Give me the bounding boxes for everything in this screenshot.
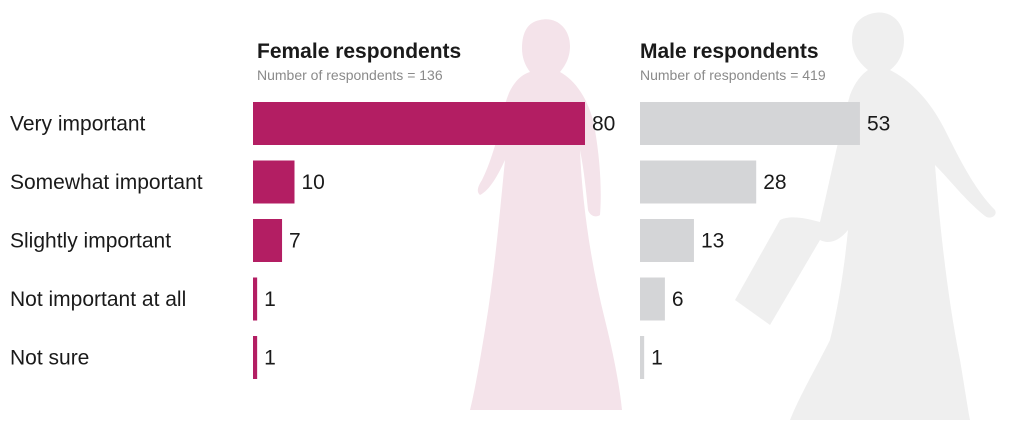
male-bar-somewhat-important — [640, 160, 757, 204]
category-label-very-important: Very important — [10, 113, 146, 136]
category-label-somewhat-important: Somewhat important — [10, 171, 203, 194]
male-panel-subtitle: Number of respondents = 419 — [640, 67, 826, 83]
male-value-label-not-important-at-all: 6 — [672, 288, 684, 311]
male-bar-slightly-important — [640, 219, 694, 262]
category-label-not-sure: Not sure — [10, 347, 89, 370]
male-panel-title: Male respondents — [640, 40, 819, 63]
male-bar-very-important — [640, 102, 860, 145]
male-value-label-very-important: 53 — [867, 113, 890, 136]
female-bar-not-important-at-all — [253, 277, 258, 321]
female-value-label-slightly-important: 7 — [289, 230, 301, 253]
female-bar-very-important — [253, 102, 585, 145]
female-panel-subtitle: Number of respondents = 136 — [257, 67, 443, 83]
male-bar-not-sure — [640, 336, 645, 379]
male-value-label-slightly-important: 13 — [701, 230, 724, 253]
category-label-not-important-at-all: Not important at all — [10, 288, 186, 311]
female-value-label-somewhat-important: 10 — [302, 171, 325, 194]
male-value-label-not-sure: 1 — [651, 347, 663, 370]
male-bar-not-important-at-all — [640, 277, 665, 321]
male-silhouette-icon — [735, 12, 996, 420]
male-value-label-somewhat-important: 28 — [763, 171, 786, 194]
category-label-slightly-important: Slightly important — [10, 230, 171, 253]
female-silhouette-icon — [470, 19, 622, 411]
female-value-label-not-important-at-all: 1 — [264, 288, 276, 311]
female-bar-not-sure — [253, 336, 258, 379]
female-bar-somewhat-important — [253, 160, 295, 204]
female-bar-slightly-important — [253, 219, 283, 262]
female-panel-title: Female respondents — [257, 40, 461, 63]
female-value-label-very-important: 80 — [592, 113, 615, 136]
female-value-label-not-sure: 1 — [264, 347, 276, 370]
